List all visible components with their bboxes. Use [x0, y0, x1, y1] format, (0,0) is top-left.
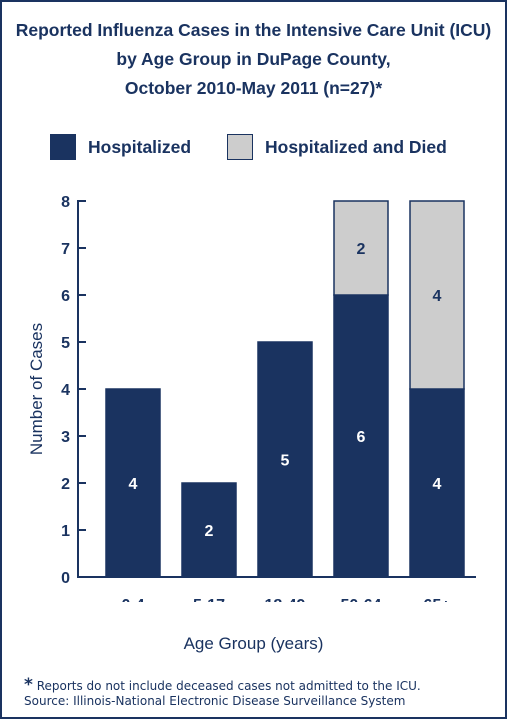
footnote-note: Reports do not include deceased cases no…	[32, 679, 421, 693]
x-tick-label: 50-64	[341, 597, 382, 602]
x-tick-label: 0-4	[121, 597, 144, 602]
footnote-source: Source: Illinois-National Electronic Dis…	[24, 694, 406, 708]
y-tick-label: 7	[61, 241, 70, 258]
chart-title-line-3: October 2010-May 2011 (n=27)*	[124, 78, 383, 98]
chart-title: Reported Influenza Cases in the Intensiv…	[2, 16, 505, 103]
y-tick-label: 6	[61, 288, 70, 305]
bar-value-label: 4	[433, 476, 442, 493]
bar-value-label: 4	[433, 288, 442, 305]
y-axis-label: Number of Cases	[27, 323, 46, 455]
bar-value-label: 4	[129, 476, 138, 493]
chart-title-line-2: by Age Group in DuPage County,	[116, 49, 391, 69]
y-tick-label: 8	[61, 194, 70, 211]
bar-5-17-series-0	[181, 482, 237, 578]
legend-item-hospitalized-and-died: Hospitalized and Died	[227, 134, 447, 160]
legend-label-hospitalized-and-died: Hospitalized and Died	[265, 136, 447, 157]
chart-title-line-1: Reported Influenza Cases in the Intensiv…	[15, 20, 492, 40]
legend-label-hospitalized: Hospitalized	[88, 136, 192, 157]
legend-item-hospitalized: Hospitalized	[50, 134, 191, 160]
y-tick-label: 1	[61, 523, 70, 540]
x-axis-label: Age Group (years)	[183, 634, 324, 653]
bar-65+-series-1	[409, 200, 465, 390]
y-tick-label: 4	[61, 382, 70, 399]
legend-swatch-hospitalized-and-died	[227, 134, 253, 160]
x-tick-label: 65+	[423, 597, 450, 602]
y-tick-label: 0	[61, 570, 70, 587]
chart-legend: Hospitalized Hospitalized and Died	[2, 134, 505, 160]
bar-value-label: 6	[357, 429, 366, 446]
x-tick-label: 18-49	[265, 597, 306, 602]
bar-65+-series-0	[409, 388, 465, 578]
y-tick-label: 2	[61, 476, 70, 493]
legend-swatch-hospitalized	[50, 134, 76, 160]
chart-plot: 4 2 5 6 2 4 4 0-4 5-17 18-49 50-64 65+ 0 1 2 3 4 5 6 7 8 Nu…	[27, 194, 476, 602]
y-tick-label: 3	[61, 429, 70, 446]
x-tick-label: 5-17	[193, 597, 225, 602]
bar-50-64-series-1	[333, 200, 389, 296]
bar-value-label: 5	[281, 453, 290, 470]
bar-50-64-series-0	[333, 294, 389, 578]
y-tick-label: 5	[61, 335, 70, 352]
footnote-star: *	[24, 675, 33, 695]
bar-0-4-series-0	[105, 388, 161, 578]
bar-value-label: 2	[357, 241, 366, 258]
bar-18-49-series-0	[257, 341, 313, 578]
footnote: * Reports do not include deceased cases …	[24, 675, 499, 709]
footnote-note-line: * Reports do not include deceased cases …	[24, 675, 499, 695]
bar-value-label: 2	[205, 523, 214, 540]
